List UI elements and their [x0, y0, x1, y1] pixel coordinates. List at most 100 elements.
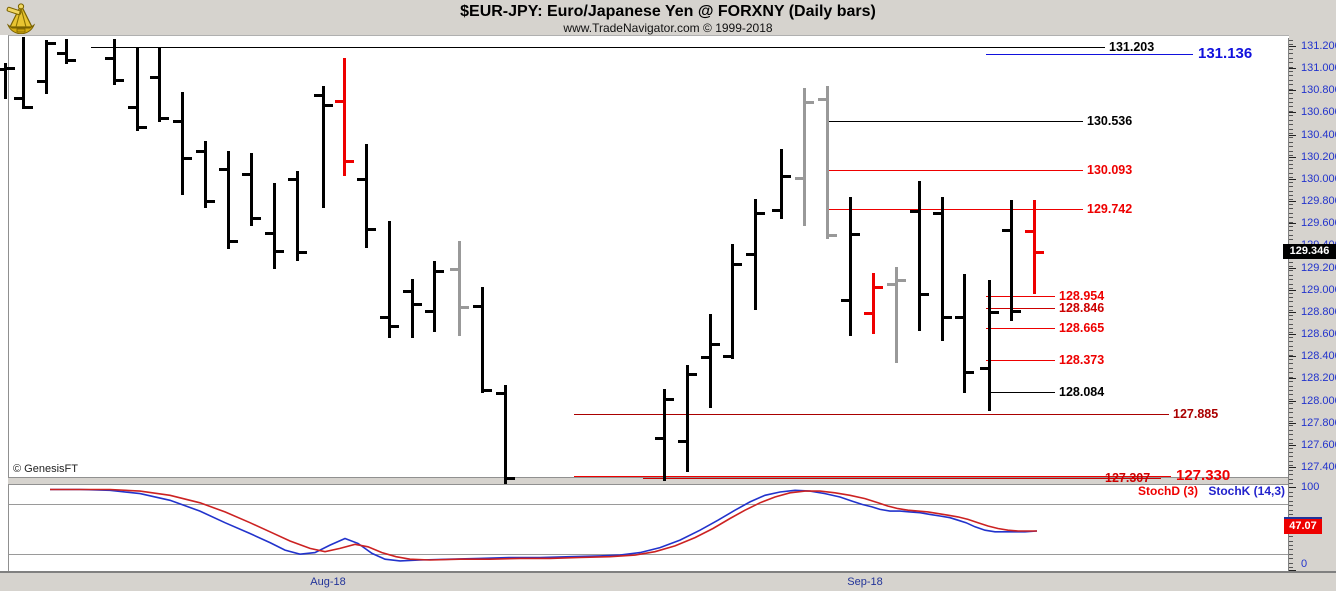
- ohlc-close-tick: [207, 199, 215, 203]
- price-axis-tick-label: 127.400: [1301, 460, 1336, 473]
- ohlc-bar-range: [22, 37, 25, 110]
- axis-minor-tick: [1289, 403, 1293, 405]
- axis-minor-tick: [1289, 110, 1293, 112]
- price-chart-area[interactable]: 131.203 131.136 130.536 130.093 129.742 128.9…: [0, 35, 1289, 485]
- ohlc-bar-range: [411, 278, 414, 339]
- axis-minor-tick: [1289, 549, 1293, 551]
- price-axis-ruler[interactable]: [1288, 38, 1299, 573]
- ohlc-bar-range: [388, 220, 391, 339]
- ohlc-bar-range: [754, 198, 757, 310]
- stoch-gridline-80: [9, 504, 1289, 505]
- axis-minor-tick: [1289, 265, 1293, 267]
- level-label: 131.203: [1109, 40, 1155, 54]
- ohlc-close-tick: [184, 156, 192, 160]
- ohlc-close-tick: [966, 370, 974, 374]
- ohlc-open-tick: [335, 100, 343, 104]
- stochk-legend: StochK (14,3): [1208, 484, 1285, 498]
- axis-minor-tick: [1289, 274, 1293, 276]
- ohlc-close-tick: [116, 79, 124, 83]
- ohlc-bar-range: [343, 58, 346, 176]
- axis-minor-tick: [1289, 496, 1293, 498]
- ohlc-open-tick: [14, 96, 22, 100]
- ohlc-open-tick: [910, 209, 918, 213]
- ohlc-close-tick: [414, 303, 422, 307]
- axis-minor-tick: [1289, 97, 1293, 99]
- axis-major-tick: [1289, 311, 1296, 313]
- ohlc-open-tick: [864, 311, 872, 315]
- ohlc-close-tick: [276, 249, 284, 253]
- level-line: [986, 54, 1193, 55]
- axis-major-tick: [1289, 223, 1296, 225]
- axis-minor-tick: [1289, 57, 1293, 59]
- axis-minor-tick: [1289, 562, 1293, 564]
- axis-minor-tick: [1289, 195, 1293, 197]
- axis-minor-tick: [1289, 150, 1293, 152]
- axis-minor-tick: [1289, 221, 1293, 223]
- axis-minor-tick: [1289, 429, 1293, 431]
- level-label: 128.373: [1059, 353, 1105, 367]
- ohlc-bar-range: [458, 240, 461, 337]
- ohlc-close-tick: [757, 212, 765, 216]
- ohlc-open-tick: [242, 173, 250, 177]
- axis-minor-tick: [1289, 137, 1293, 139]
- ohlc-close-tick: [783, 174, 791, 178]
- axis-minor-tick: [1289, 500, 1293, 502]
- axis-minor-tick: [1289, 398, 1293, 400]
- level-line: [827, 209, 1083, 210]
- axis-minor-tick: [1289, 226, 1293, 228]
- ohlc-close-tick: [689, 372, 697, 376]
- axis-minor-tick: [1289, 199, 1293, 201]
- ohlc-close-tick: [991, 310, 999, 314]
- axis-minor-tick: [1289, 469, 1293, 471]
- level-line: [574, 414, 1169, 415]
- axis-minor-tick: [1289, 376, 1293, 378]
- ohlc-close-tick: [161, 116, 169, 120]
- axis-minor-tick: [1289, 434, 1293, 436]
- axis-minor-tick: [1289, 465, 1293, 467]
- axis-minor-tick: [1289, 133, 1293, 135]
- ohlc-open-tick: [128, 105, 136, 109]
- price-axis-tick-label: 131.000: [1301, 62, 1336, 75]
- axis-minor-tick: [1289, 443, 1293, 445]
- ohlc-open-tick: [701, 356, 709, 360]
- axis-minor-tick: [1289, 155, 1293, 157]
- ohlc-bar-range: [45, 40, 48, 94]
- axis-major-tick: [1289, 46, 1296, 47]
- axis-minor-tick: [1289, 296, 1293, 298]
- axis-major-tick: [1289, 334, 1296, 336]
- ohlc-close-tick: [139, 125, 147, 129]
- axis-major-tick: [1289, 378, 1296, 380]
- ohlc-open-tick: [887, 283, 895, 287]
- axis-major-tick: [1289, 201, 1296, 203]
- ohlc-bar-range: [158, 47, 161, 123]
- ohlc-bar-range: [918, 181, 921, 331]
- axis-minor-tick: [1289, 190, 1293, 192]
- level-line: [827, 170, 1083, 171]
- price-axis-tick-label: 128.400: [1301, 350, 1336, 363]
- axis-minor-tick: [1289, 385, 1293, 387]
- ohlc-bar-range: [504, 384, 507, 484]
- axis-major-tick: [1289, 156, 1296, 158]
- time-axis[interactable]: Aug-18 Sep-18: [0, 571, 1336, 591]
- axis-minor-tick: [1289, 567, 1293, 569]
- axis-minor-tick: [1289, 62, 1293, 64]
- stochastic-panel[interactable]: [8, 484, 1289, 573]
- ohlc-bar-range: [181, 92, 184, 196]
- ohlc-open-tick: [818, 98, 826, 102]
- ohlc-bar-range: [250, 153, 253, 227]
- ohlc-bar-range: [803, 87, 806, 227]
- price-axis-tick-label: 127.800: [1301, 416, 1336, 429]
- level-line: [986, 360, 1055, 361]
- ohlc-open-tick: [933, 212, 941, 216]
- ohlc-bar-range: [663, 389, 666, 482]
- price-axis-tick-label: 128.200: [1301, 372, 1336, 385]
- axis-minor-tick: [1289, 203, 1293, 205]
- level-label: 128.665: [1059, 321, 1105, 335]
- axis-major-tick: [1289, 570, 1296, 571]
- axis-minor-tick: [1289, 505, 1293, 507]
- price-axis-tick-label: 130.400: [1301, 128, 1336, 141]
- axis-minor-tick: [1289, 53, 1293, 55]
- axis-minor-tick: [1289, 345, 1293, 347]
- axis-minor-tick: [1289, 186, 1293, 188]
